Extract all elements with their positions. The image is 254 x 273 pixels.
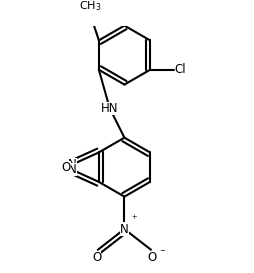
Text: O: O — [148, 251, 157, 264]
Text: N: N — [68, 163, 76, 176]
Text: $^+$: $^+$ — [130, 215, 138, 224]
Text: N: N — [68, 158, 76, 171]
Text: CH$_3$: CH$_3$ — [79, 0, 101, 13]
Text: N: N — [120, 222, 129, 236]
Text: O: O — [92, 251, 101, 264]
Text: Cl: Cl — [175, 63, 186, 76]
Text: HN: HN — [101, 102, 118, 115]
Text: $^-$: $^-$ — [158, 248, 167, 259]
Text: O: O — [62, 161, 71, 174]
